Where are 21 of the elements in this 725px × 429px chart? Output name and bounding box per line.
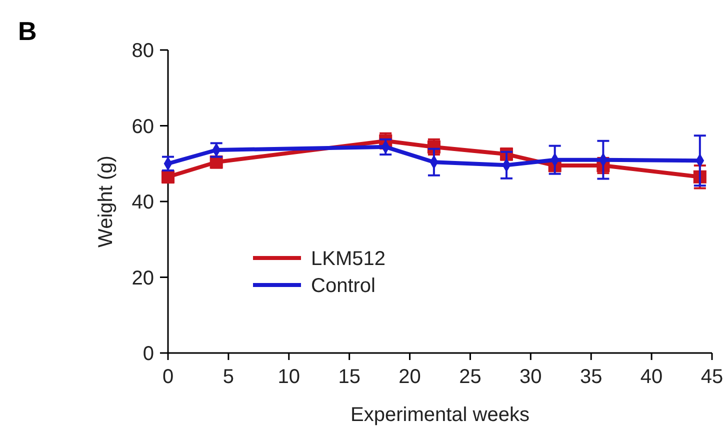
y-tick-label: 40 <box>132 192 154 214</box>
y-tick-label: 80 <box>132 40 154 62</box>
x-tick-label: 25 <box>459 366 482 388</box>
y-axis-title: Weight (g) <box>95 156 117 248</box>
x-tick-label: 0 <box>162 366 174 388</box>
legend-label: Control <box>311 275 376 297</box>
y-tick-label: 20 <box>132 267 154 290</box>
x-tick-label: 10 <box>278 366 300 388</box>
x-tick-label: 15 <box>338 366 360 388</box>
point <box>161 170 175 184</box>
x-tick-label: 35 <box>580 366 602 388</box>
x-tick-label: 45 <box>700 366 724 388</box>
chart-title: B <box>18 16 37 46</box>
x-tick-label: 30 <box>520 366 542 388</box>
x-tick-label: 5 <box>222 366 234 388</box>
legend-label: LKM512 <box>311 248 386 270</box>
x-tick-label: 40 <box>640 366 663 388</box>
y-tick-label: 0 <box>142 343 154 365</box>
x-axis-title: Experimental weeks <box>350 404 530 426</box>
x-tick-label: 20 <box>398 366 421 388</box>
y-tick-label: 60 <box>132 116 154 138</box>
